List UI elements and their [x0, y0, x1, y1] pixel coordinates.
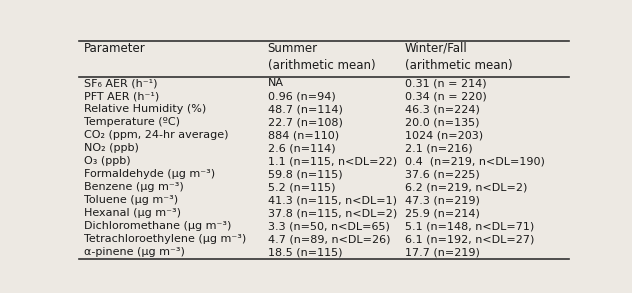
- Text: 0.96 (n=94): 0.96 (n=94): [267, 91, 336, 101]
- Text: 1024 (n=203): 1024 (n=203): [404, 130, 483, 140]
- Text: 3.3 (n=50, n<DL=65): 3.3 (n=50, n<DL=65): [267, 221, 389, 231]
- Text: 18.5 (n=115): 18.5 (n=115): [267, 247, 342, 257]
- Text: 5.2 (n=115): 5.2 (n=115): [267, 182, 335, 192]
- Text: Temperature (ºC): Temperature (ºC): [84, 117, 180, 127]
- Text: 2.6 (n=114): 2.6 (n=114): [267, 143, 335, 153]
- Text: 884 (n=110): 884 (n=110): [267, 130, 339, 140]
- Text: 0.34 (n = 220): 0.34 (n = 220): [404, 91, 487, 101]
- Text: Formaldehyde (μg m⁻³): Formaldehyde (μg m⁻³): [84, 169, 215, 179]
- Text: NA: NA: [267, 79, 284, 88]
- Text: O₃ (ppb): O₃ (ppb): [84, 156, 131, 166]
- Text: CO₂ (ppm, 24-hr average): CO₂ (ppm, 24-hr average): [84, 130, 228, 140]
- Text: Hexanal (μg m⁻³): Hexanal (μg m⁻³): [84, 208, 181, 218]
- Text: 47.3 (n=219): 47.3 (n=219): [404, 195, 480, 205]
- Text: 1.1 (n=115, n<DL=22): 1.1 (n=115, n<DL=22): [267, 156, 397, 166]
- Text: PFT AER (h⁻¹): PFT AER (h⁻¹): [84, 91, 159, 101]
- Text: 0.4  (n=219, n<DL=190): 0.4 (n=219, n<DL=190): [404, 156, 545, 166]
- Text: 59.8 (n=115): 59.8 (n=115): [267, 169, 342, 179]
- Text: Relative Humidity (%): Relative Humidity (%): [84, 104, 206, 114]
- Text: 41.3 (n=115, n<DL=1): 41.3 (n=115, n<DL=1): [267, 195, 396, 205]
- Text: SF₆ AER (h⁻¹): SF₆ AER (h⁻¹): [84, 79, 157, 88]
- Text: 4.7 (n=89, n<DL=26): 4.7 (n=89, n<DL=26): [267, 234, 390, 244]
- Text: 25.9 (n=214): 25.9 (n=214): [404, 208, 480, 218]
- Text: Summer
(arithmetic mean): Summer (arithmetic mean): [267, 42, 375, 72]
- Text: 5.1 (n=148, n<DL=71): 5.1 (n=148, n<DL=71): [404, 221, 534, 231]
- Text: 0.31 (n = 214): 0.31 (n = 214): [404, 79, 487, 88]
- Text: 2.1 (n=216): 2.1 (n=216): [404, 143, 472, 153]
- Text: 48.7 (n=114): 48.7 (n=114): [267, 104, 343, 114]
- Text: 20.0 (n=135): 20.0 (n=135): [404, 117, 479, 127]
- Text: 17.7 (n=219): 17.7 (n=219): [404, 247, 480, 257]
- Text: Toluene (μg m⁻³): Toluene (μg m⁻³): [84, 195, 178, 205]
- Text: 37.6 (n=225): 37.6 (n=225): [404, 169, 480, 179]
- Text: Dichloromethane (μg m⁻³): Dichloromethane (μg m⁻³): [84, 221, 231, 231]
- Text: α-pinene (μg m⁻³): α-pinene (μg m⁻³): [84, 247, 185, 257]
- Text: 37.8 (n=115, n<DL=2): 37.8 (n=115, n<DL=2): [267, 208, 397, 218]
- Text: NO₂ (ppb): NO₂ (ppb): [84, 143, 139, 153]
- Text: 22.7 (n=108): 22.7 (n=108): [267, 117, 343, 127]
- Text: Benzene (μg m⁻³): Benzene (μg m⁻³): [84, 182, 184, 192]
- Text: Winter/Fall
(arithmetic mean): Winter/Fall (arithmetic mean): [404, 42, 513, 72]
- Text: 46.3 (n=224): 46.3 (n=224): [404, 104, 480, 114]
- Text: 6.1 (n=192, n<DL=27): 6.1 (n=192, n<DL=27): [404, 234, 534, 244]
- Text: Parameter: Parameter: [84, 42, 145, 55]
- Text: Tetrachloroethylene (μg m⁻³): Tetrachloroethylene (μg m⁻³): [84, 234, 246, 244]
- Text: 6.2 (n=219, n<DL=2): 6.2 (n=219, n<DL=2): [404, 182, 527, 192]
